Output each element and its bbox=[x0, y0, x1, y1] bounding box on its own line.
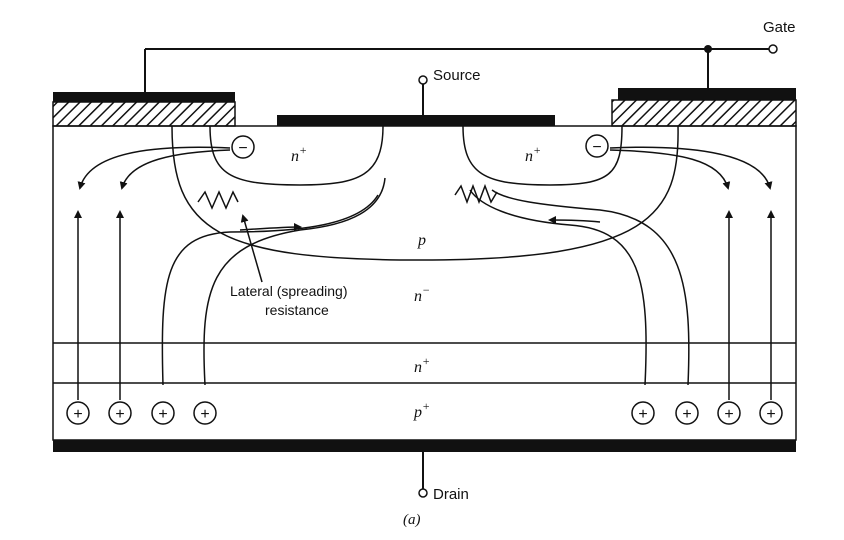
electron-left: − bbox=[231, 135, 255, 159]
gate-terminal bbox=[768, 44, 778, 54]
svg-text:+: + bbox=[766, 406, 775, 423]
source-metal bbox=[277, 115, 555, 126]
figure-caption: (a) bbox=[403, 512, 421, 528]
electron-flow-right bbox=[609, 146, 773, 190]
label-p-body: p bbox=[417, 232, 426, 249]
hole-current-left bbox=[161, 177, 386, 386]
svg-text:+: + bbox=[638, 406, 647, 423]
n-plus-well-left bbox=[209, 125, 384, 186]
holes-left: + + + + bbox=[66, 401, 217, 425]
hole-current-right bbox=[469, 189, 690, 386]
annotation-line-1: Lateral (spreading) bbox=[230, 283, 348, 299]
vertical-hole-current bbox=[74, 210, 775, 400]
svg-text:+: + bbox=[158, 406, 167, 423]
drain-terminal bbox=[418, 488, 428, 498]
electron-right: − bbox=[585, 134, 609, 158]
gate-wire bbox=[144, 45, 770, 93]
svg-text:+: + bbox=[200, 406, 209, 423]
electron-flow-left bbox=[77, 146, 231, 190]
label-n-plus-buffer: n+ bbox=[414, 354, 430, 376]
svg-text:+: + bbox=[682, 406, 691, 423]
n-plus-well-right bbox=[462, 125, 623, 186]
gate-label: Gate bbox=[763, 19, 796, 36]
drain-label: Drain bbox=[433, 486, 469, 503]
svg-text:−: − bbox=[592, 139, 601, 156]
svg-text:−: − bbox=[238, 140, 247, 157]
source-label: Source bbox=[433, 67, 481, 84]
svg-text:+: + bbox=[724, 406, 733, 423]
gate-oxide-right bbox=[611, 99, 797, 127]
label-n-plus-left: n+ bbox=[291, 143, 307, 165]
annotation-pointer bbox=[240, 214, 263, 283]
label-n-plus-right: n+ bbox=[525, 143, 541, 165]
p-body-well bbox=[171, 125, 679, 261]
lateral-resistance-left-symbol bbox=[197, 190, 239, 210]
gate-metal-right bbox=[618, 88, 796, 100]
lateral-resistance-right-symbol bbox=[454, 183, 498, 205]
annotation-line-2: resistance bbox=[265, 302, 329, 318]
label-p-plus: p+ bbox=[413, 399, 430, 421]
svg-text:+: + bbox=[115, 406, 124, 423]
source-terminal bbox=[418, 75, 428, 85]
gate-metal-left bbox=[53, 92, 235, 102]
gate-oxide-left bbox=[52, 101, 236, 127]
drain-metal bbox=[53, 440, 796, 452]
svg-text:+: + bbox=[73, 406, 82, 423]
holes-right: + + + + bbox=[631, 401, 783, 425]
label-n-minus: n− bbox=[414, 283, 430, 305]
